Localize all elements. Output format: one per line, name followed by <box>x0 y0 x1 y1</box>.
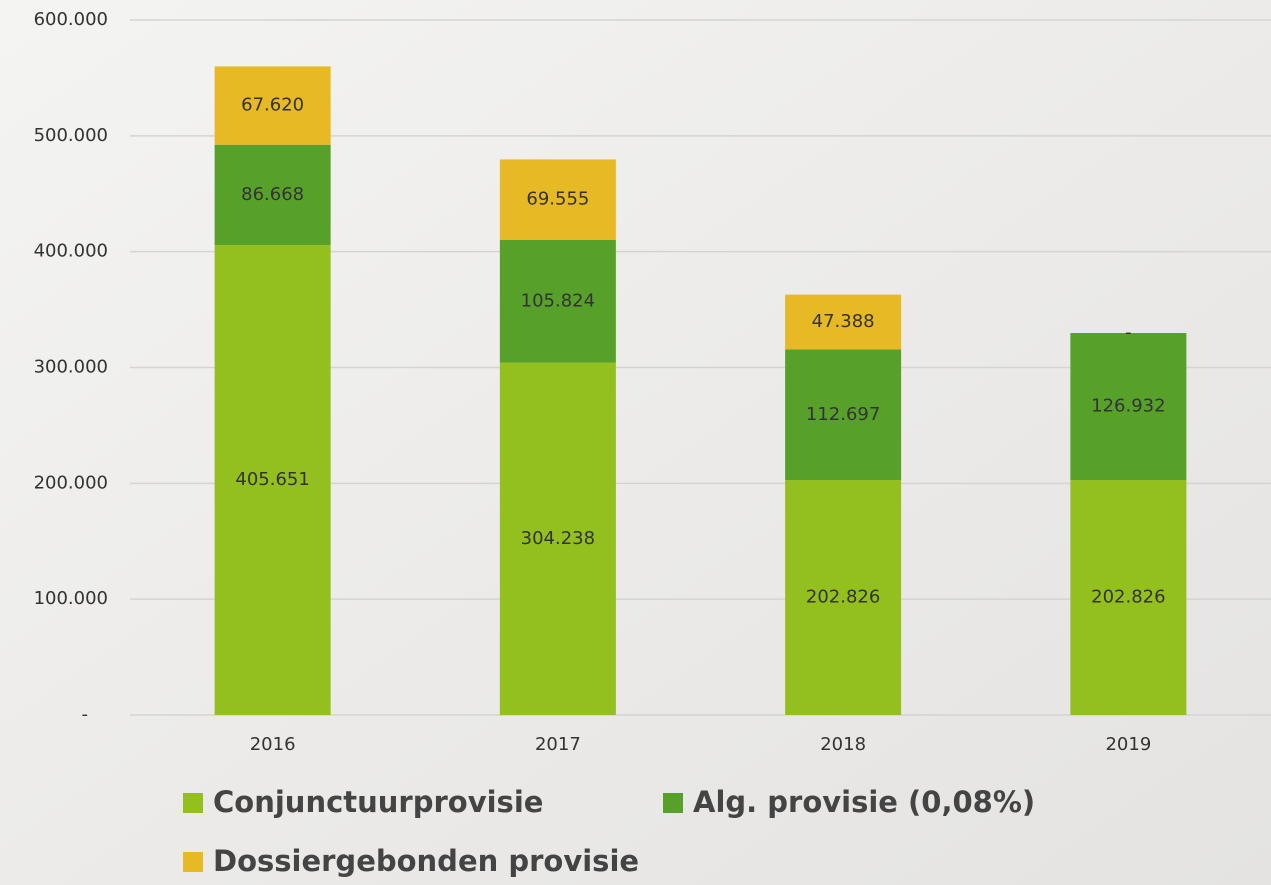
bar-segment <box>785 349 902 481</box>
data-label: 112.697 <box>806 404 880 425</box>
y-tick-label: 500.000 <box>34 125 108 146</box>
data-label: - <box>1125 322 1132 343</box>
bar-segment <box>785 480 902 715</box>
bar-segment <box>1070 480 1187 715</box>
legend-swatch <box>663 793 683 813</box>
legend-label: Alg. provisie (0,08%) <box>693 785 1035 819</box>
legend-swatch <box>183 852 203 872</box>
x-tick-label: 2017 <box>535 734 581 755</box>
data-label: 202.826 <box>806 587 880 608</box>
data-label: 105.824 <box>521 290 595 311</box>
data-label: 126.932 <box>1091 396 1165 417</box>
bar-segment <box>214 66 331 145</box>
y-tick-label: - <box>82 704 89 725</box>
data-label: 202.826 <box>1091 587 1165 608</box>
data-label: 304.238 <box>521 528 595 549</box>
bar-segment <box>499 240 616 363</box>
bar-segment <box>1070 333 1187 481</box>
bar-segment <box>499 362 616 715</box>
bar-segment <box>214 245 331 716</box>
legend-label: Dossiergebonden provisie <box>213 844 639 878</box>
bar-segment <box>214 144 331 246</box>
x-tick-label: 2019 <box>1105 734 1151 755</box>
y-tick-label: 300.000 <box>34 357 108 378</box>
x-tick-label: 2016 <box>250 734 296 755</box>
y-tick-label: 100.000 <box>34 588 108 609</box>
y-tick-label: 600.000 <box>34 9 108 30</box>
bar-segment <box>785 294 902 350</box>
data-label: 69.555 <box>526 189 589 210</box>
data-label: 405.651 <box>235 469 309 490</box>
x-tick-label: 2018 <box>820 734 866 755</box>
data-label: 47.388 <box>812 311 875 332</box>
legend-swatch <box>183 793 203 813</box>
y-tick-label: 400.000 <box>34 241 108 262</box>
y-tick-label: 200.000 <box>34 472 108 493</box>
legend-label: Conjunctuurprovisie <box>213 785 543 819</box>
bar-segment <box>499 159 616 241</box>
data-label: 67.620 <box>241 95 304 116</box>
data-label: 86.668 <box>241 184 304 205</box>
